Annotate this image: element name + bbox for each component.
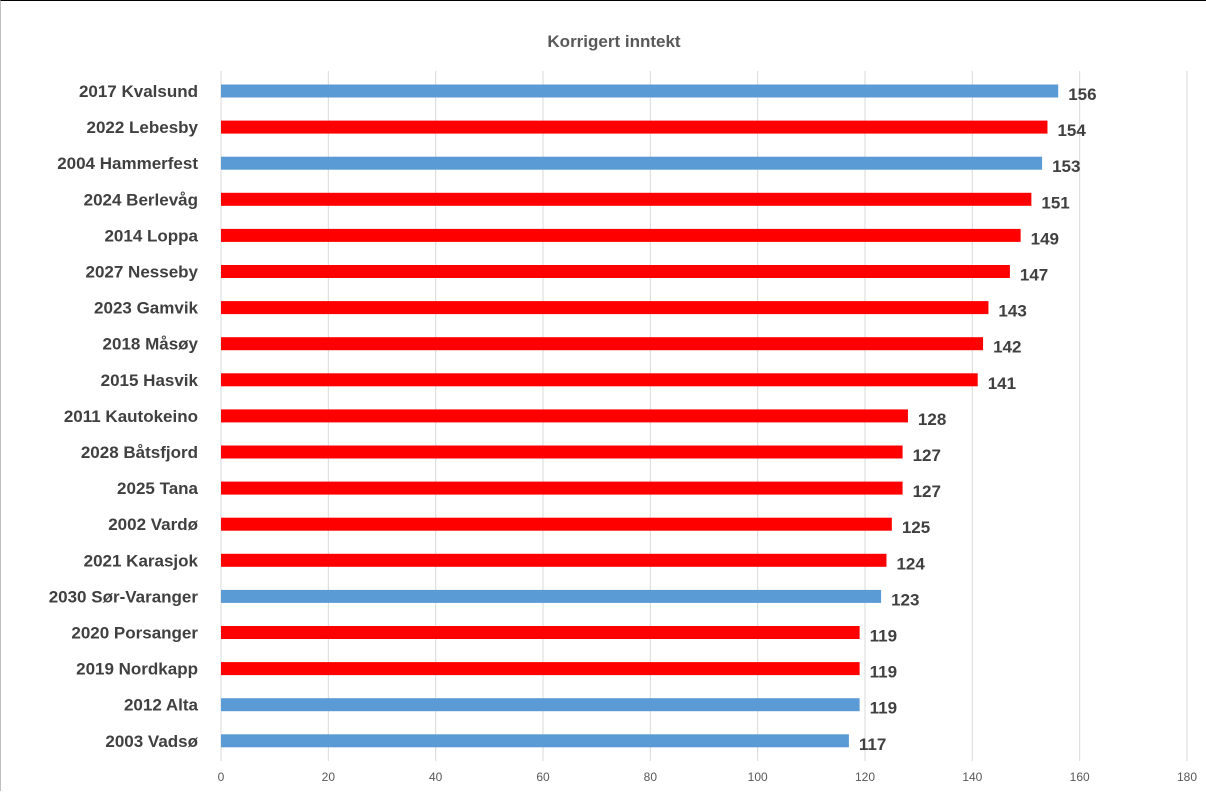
x-tick-label: 180 (1177, 770, 1197, 784)
value-label: 119 (870, 663, 897, 682)
x-tick-label: 20 (322, 770, 336, 784)
bar (221, 409, 908, 423)
bar (221, 192, 1032, 206)
category-label: 2003 Vadsø (105, 732, 198, 751)
x-tick-label: 120 (855, 770, 875, 784)
value-label: 143 (998, 302, 1026, 321)
x-tick-label: 140 (962, 770, 982, 784)
bar (221, 626, 860, 639)
value-label: 153 (1052, 157, 1080, 176)
value-label: 141 (988, 374, 1016, 393)
category-label: 2028 Båtsfjord (81, 443, 198, 462)
category-label: 2002 Vardø (108, 515, 198, 534)
x-tick-label: 80 (644, 770, 658, 784)
bar (221, 734, 849, 748)
bar (221, 228, 1021, 242)
category-label: 2011 Kautokeino (64, 407, 198, 426)
category-label: 2027 Nesseby (86, 263, 199, 282)
x-tick-label: 100 (748, 770, 768, 784)
value-label: 142 (993, 338, 1021, 357)
bar (221, 373, 978, 387)
bar (221, 120, 1048, 134)
value-label: 151 (1041, 193, 1069, 212)
bar (221, 698, 860, 712)
category-label: 2018 Måsøy (103, 335, 199, 354)
x-tick-label: 0 (218, 770, 225, 784)
category-label: 2012 Alta (124, 696, 199, 715)
value-label: 117 (859, 735, 886, 754)
category-label: 2024 Berlevåg (84, 190, 198, 209)
category-label: 2021 Karasjok (84, 551, 199, 570)
category-label: 2019 Nordkapp (76, 660, 198, 679)
value-label: 119 (870, 699, 897, 718)
category-label: 2020 Porsanger (71, 624, 198, 643)
category-label: 2030 Sør-Varanger (49, 587, 199, 606)
category-label: 2022 Lebesby (86, 118, 198, 137)
x-tick-label: 60 (536, 770, 550, 784)
value-label: 125 (902, 518, 930, 537)
bar (221, 84, 1059, 98)
bar (221, 589, 882, 603)
category-label: 2004 Hammerfest (57, 154, 198, 173)
bar (221, 662, 860, 676)
value-label: 149 (1031, 229, 1059, 248)
bar (221, 265, 1010, 278)
bar (221, 445, 903, 459)
bar (221, 481, 903, 495)
value-label: 154 (1057, 121, 1086, 140)
category-labels: 2017 Kvalsund 2022 Lebesby 2004 Hammerfest… (49, 82, 199, 751)
category-label: 2014 Loppa (104, 226, 198, 245)
value-label: 124 (896, 554, 925, 573)
value-label: 156 (1068, 85, 1096, 104)
bar (221, 156, 1043, 170)
category-label: 2017 Kvalsund (79, 82, 198, 101)
bar (221, 517, 892, 531)
bar (221, 337, 984, 351)
value-label: 119 (870, 627, 897, 646)
value-label: 128 (918, 410, 946, 429)
category-label: 2015 Hasvik (101, 371, 199, 390)
value-label: 123 (891, 590, 919, 609)
value-labels: 156 154 153 151 149 147 143 142 141 128 127 127 125 1… (859, 85, 1097, 754)
x-tick-label: 40 (429, 770, 443, 784)
bar (221, 553, 887, 567)
chart-title: Korrigert inntekt (547, 32, 681, 51)
bar (221, 301, 989, 315)
value-label: 147 (1020, 266, 1048, 285)
x-tick-label: 160 (1070, 770, 1090, 784)
value-label: 127 (913, 482, 941, 501)
category-label: 2023 Gamvik (94, 299, 199, 318)
x-axis-ticks: 0 20 40 60 80 100 120 140 160 180 (218, 770, 1198, 784)
bars (221, 84, 1059, 748)
value-label: 127 (913, 446, 941, 465)
category-label: 2025 Tana (117, 479, 199, 498)
